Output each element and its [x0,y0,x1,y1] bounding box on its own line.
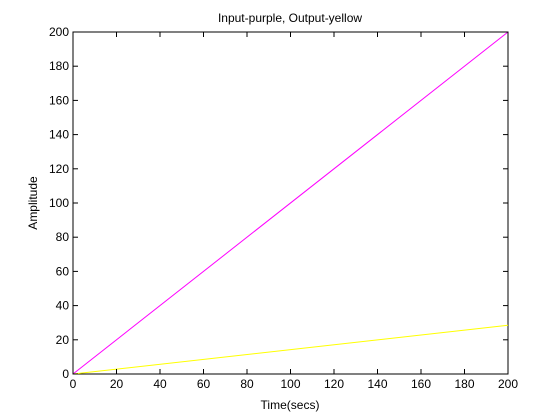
y-tick-label: 160 [49,93,69,107]
y-tick-label: 0 [62,367,69,381]
y-tick-label: 100 [49,196,69,210]
y-tick-label: 180 [49,59,69,73]
y-ticks: 0 20 40 60 80 100 120 140 160 180 200 [49,25,508,381]
y-tick-label: 40 [56,299,70,313]
chart-title: Input-purple, Output-yellow [218,11,362,25]
y-tick-label: 120 [49,162,69,176]
x-tick-label: 120 [324,377,344,391]
y-tick-label: 60 [56,264,70,278]
y-tick-label: 200 [49,25,69,39]
series-layer [72,31,509,375]
x-tick-label: 180 [454,377,474,391]
x-tick-label: 80 [240,377,254,391]
y-axis-label: Amplitude [26,176,40,230]
x-tick-label: 140 [367,377,387,391]
x-tick-label: 0 [70,377,77,391]
x-axis-label: Time(secs) [261,398,320,412]
x-tick-label: 20 [110,377,124,391]
series-line-1 [72,324,509,375]
x-ticks: 0 20 40 60 80 100 120 140 160 180 200 [70,32,518,391]
x-tick-label: 60 [197,377,211,391]
y-tick-label: 20 [56,333,70,347]
y-tick-label: 140 [49,128,69,142]
y-tick-label: 80 [56,230,70,244]
series-line-0 [72,31,509,375]
x-tick-label: 40 [153,377,167,391]
x-tick-label: 100 [280,377,300,391]
x-tick-label: 160 [411,377,431,391]
x-tick-label: 200 [498,377,518,391]
